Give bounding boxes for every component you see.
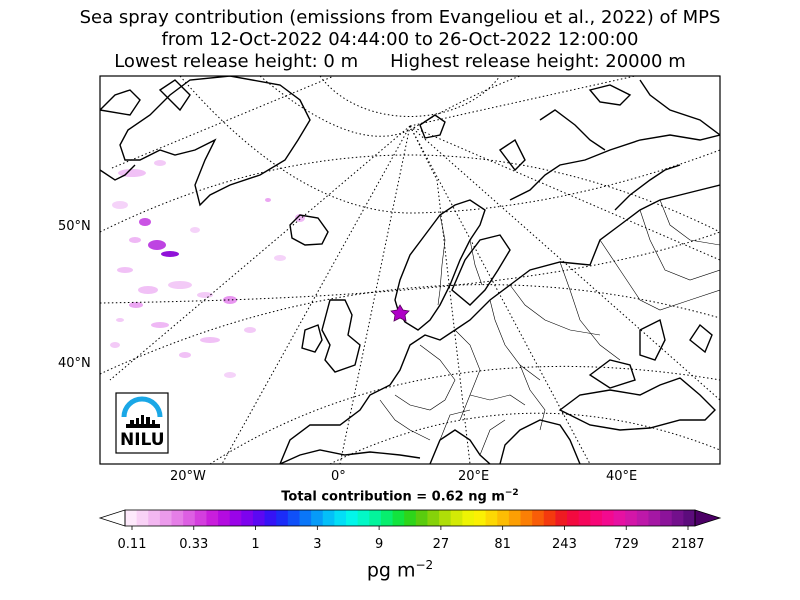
colorbar-tick-label: 0.33 bbox=[179, 537, 209, 552]
colorbar-tick-label: 9 bbox=[374, 537, 384, 552]
colorbar-over-extension bbox=[694, 509, 722, 527]
contribution-field bbox=[110, 160, 305, 378]
colorbar-tick-label: 243 bbox=[552, 537, 577, 552]
colorbar-segment bbox=[125, 510, 138, 526]
colorbar-segment bbox=[427, 510, 440, 526]
colorbar-segment bbox=[520, 510, 533, 526]
colorbar-tick-label: 729 bbox=[613, 537, 639, 552]
coastlines bbox=[100, 76, 720, 464]
lowest-release-height: Lowest release height: 0 m bbox=[114, 51, 359, 72]
colorbar-segment bbox=[462, 510, 475, 526]
colorbar-segment bbox=[508, 510, 522, 526]
colorbar-segment bbox=[439, 510, 452, 526]
colorbar-segment bbox=[636, 510, 650, 526]
colorbar-segment bbox=[404, 510, 417, 526]
lon-label-20w: 20°W bbox=[170, 469, 206, 484]
colorbar-segment bbox=[148, 510, 161, 526]
colorbar-segment bbox=[578, 510, 591, 526]
colorbar-segment bbox=[218, 510, 231, 526]
colorbar-segment bbox=[136, 510, 149, 526]
plot-title-line-3: Lowest release height: 0 m Highest releas… bbox=[0, 51, 800, 73]
colorbar-segment bbox=[473, 510, 487, 526]
colorbar-segment bbox=[648, 510, 661, 526]
lat-label-40n: 40°N bbox=[58, 356, 91, 371]
colorbar-segment bbox=[415, 510, 429, 526]
colorbar-segment bbox=[299, 510, 312, 526]
country-borders bbox=[379, 199, 720, 456]
colorbar-segment bbox=[346, 510, 359, 526]
lon-label-20e: 20°E bbox=[458, 469, 490, 484]
colorbar-segment bbox=[671, 510, 684, 526]
colorbar-tick-label: 3 bbox=[313, 537, 322, 552]
colorbar-segment bbox=[590, 510, 603, 526]
colorbar-segment bbox=[555, 510, 568, 526]
colorbar-segment bbox=[276, 510, 289, 526]
colorbar-segment bbox=[485, 510, 498, 526]
star-icon bbox=[390, 304, 410, 322]
colorbar-segment bbox=[287, 510, 301, 526]
colorbar-segment bbox=[543, 510, 557, 526]
colorbar-segment bbox=[625, 510, 638, 526]
colorbar-segment bbox=[171, 510, 184, 526]
plot-title-line-1: Sea spray contribution (emissions from E… bbox=[79, 7, 721, 28]
colorbar-segment bbox=[159, 510, 173, 526]
colorbar-segment bbox=[450, 510, 463, 526]
colorbar-segment bbox=[322, 510, 335, 526]
colorbar-segment bbox=[334, 510, 347, 526]
colorbar-segment bbox=[194, 510, 208, 526]
colorbar-segment bbox=[532, 510, 545, 526]
colorbar-segment bbox=[183, 510, 196, 526]
graticule bbox=[100, 76, 720, 464]
colorbar-segment bbox=[613, 510, 626, 526]
colorbar-segment bbox=[392, 510, 405, 526]
lon-label-40e: 40°E bbox=[606, 469, 638, 484]
colorbar-tick-label: 81 bbox=[494, 537, 511, 552]
nilu-logo-text: NILU bbox=[120, 430, 165, 450]
highest-release-height: Highest release height: 20000 m bbox=[390, 51, 686, 72]
plot-title-line-2: from 12-Oct-2022 04:44:00 to 26-Oct-2022… bbox=[161, 29, 639, 50]
total-contribution: Total contribution = 0.62 ng m−2 bbox=[281, 488, 519, 505]
colorbar-segment bbox=[311, 510, 324, 526]
colorbar-segment bbox=[264, 510, 277, 526]
colorbar-segment bbox=[369, 510, 382, 526]
colorbar-under-extension bbox=[98, 509, 126, 527]
colorbar-segment bbox=[660, 510, 673, 526]
colorbar-tick-label: 1 bbox=[251, 537, 260, 552]
colorbar-unit: pg m−2 bbox=[366, 558, 434, 582]
colorbar-tick-label: 27 bbox=[432, 537, 450, 552]
colorbar-tick-label: 2187 bbox=[671, 537, 705, 552]
colorbar-segment bbox=[601, 510, 615, 526]
map-frame bbox=[99, 75, 721, 465]
colorbar-segment bbox=[683, 510, 696, 526]
colorbar-segment bbox=[241, 510, 254, 526]
nilu-logo bbox=[115, 392, 169, 454]
colorbar-tick-label: 0.11 bbox=[117, 537, 147, 552]
colorbar-segment bbox=[567, 510, 580, 526]
lat-label-50n: 50°N bbox=[58, 219, 91, 234]
colorbar-segment bbox=[497, 510, 510, 526]
colorbar-segment bbox=[357, 510, 370, 526]
colorbar-segment bbox=[229, 510, 242, 526]
colorbar-segment bbox=[380, 510, 394, 526]
lon-label-0: 0° bbox=[331, 469, 346, 484]
colorbar-segment bbox=[252, 510, 266, 526]
colorbar-segment bbox=[206, 510, 219, 526]
